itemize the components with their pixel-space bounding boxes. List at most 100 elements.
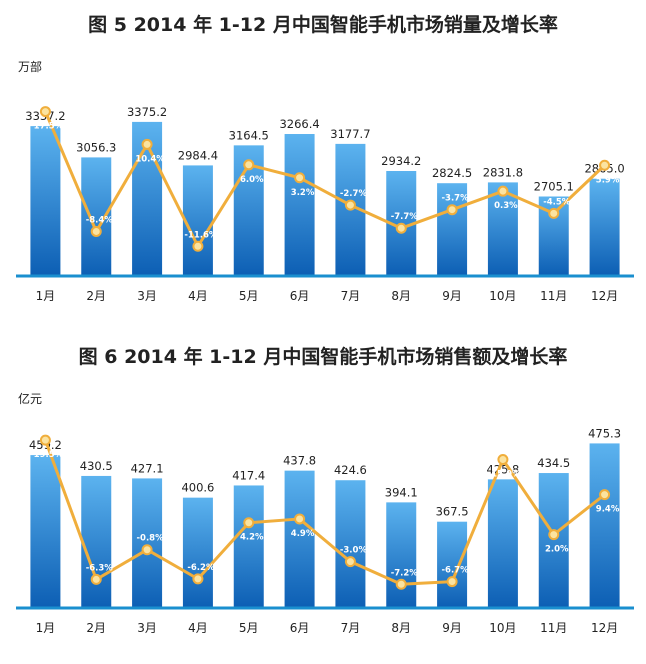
- growth-point: [446, 576, 458, 588]
- x-tick-label: 1月: [36, 289, 56, 303]
- x-tick-label: 9月: [442, 621, 462, 635]
- growth-label: -3.0%: [340, 546, 368, 556]
- x-tick-label: 11月: [540, 289, 567, 303]
- growth-point: [599, 159, 611, 171]
- growth-point: [141, 544, 153, 556]
- growth-point: [344, 199, 356, 211]
- chart-sales-revenue: 图 6 2014 年 1-12 月中国智能手机市场销售额及增长率 亿元 459.…: [0, 332, 646, 664]
- growth-label: 17.5%: [34, 122, 64, 132]
- growth-point: [548, 207, 560, 219]
- bar-5月: [233, 485, 264, 607]
- growth-point: [294, 513, 306, 525]
- growth-point: [141, 138, 153, 150]
- chart-title: 图 5 2014 年 1-12 月中国智能手机市场销量及增长率: [88, 14, 558, 36]
- bar-6月: [284, 134, 315, 275]
- growth-point: [90, 225, 102, 237]
- bar-4月: [182, 497, 213, 607]
- y-unit-label: 亿元: [18, 392, 43, 406]
- growth-point: [243, 517, 255, 529]
- y-unit-label: 万部: [18, 60, 43, 74]
- chart-sales-volume: 图 5 2014 年 1-12 月中国智能手机市场销量及增长率 万部 3337.…: [16, 14, 634, 303]
- growth-label: 6.0%: [240, 175, 264, 185]
- growth-label: -11.6%: [184, 230, 217, 240]
- x-tick-label: 4月: [188, 621, 208, 635]
- growth-label: -6.2%: [187, 563, 215, 573]
- bar-9月: [437, 521, 468, 607]
- bar-value-label: 2824.5: [432, 166, 472, 180]
- x-tick-label: 8月: [391, 621, 411, 635]
- growth-label: -8.4%: [86, 215, 114, 225]
- bar-9月: [437, 183, 468, 275]
- x-tick-label: 5月: [239, 621, 259, 635]
- bar-value-label: 2831.8: [483, 165, 523, 179]
- bar-12月: [589, 178, 620, 275]
- growth-point: [395, 578, 407, 590]
- x-tick-label: 7月: [341, 289, 361, 303]
- growth-label: -6.3%: [86, 563, 114, 573]
- growth-label: 15.9%: [491, 470, 521, 480]
- x-tick-label: 12月: [591, 289, 618, 303]
- bar-value-label: 2984.4: [178, 148, 218, 162]
- growth-point: [446, 204, 458, 216]
- growth-label: 19.5%: [34, 450, 64, 460]
- chart-plot-area: 3337.21月3056.32月3375.23月2984.44月3164.55月…: [16, 105, 634, 303]
- x-tick-label: 6月: [290, 289, 310, 303]
- bar-value-label: 2934.2: [381, 154, 421, 168]
- bar-value-label: 475.3: [588, 426, 621, 440]
- bar-value-label: 400.6: [181, 481, 214, 495]
- x-tick-label: 2月: [86, 289, 106, 303]
- bar-1月: [30, 126, 61, 276]
- bar-3月: [132, 478, 163, 607]
- growth-label: -7.2%: [391, 568, 419, 578]
- growth-label: -4.5%: [543, 197, 571, 207]
- bar-10月: [487, 479, 518, 607]
- bar-value-label: 430.5: [80, 459, 113, 473]
- growth-label: 4.9%: [291, 529, 315, 539]
- x-tick-label: 1月: [36, 621, 56, 635]
- bar-value-label: 3177.7: [330, 127, 370, 141]
- growth-point: [497, 185, 509, 197]
- growth-label: 4.2%: [240, 533, 264, 543]
- x-tick-label: 5月: [239, 289, 259, 303]
- bar-value-label: 2705.1: [534, 179, 574, 193]
- bar-6月: [284, 470, 315, 607]
- x-tick-label: 3月: [137, 621, 157, 635]
- x-tick-label: 8月: [391, 289, 411, 303]
- growth-label: 2.0%: [545, 545, 569, 555]
- growth-point: [294, 172, 306, 184]
- bar-2月: [81, 475, 112, 607]
- bar-10月: [487, 182, 518, 275]
- growth-point: [192, 573, 204, 585]
- x-tick-label: 7月: [341, 621, 361, 635]
- growth-point: [344, 556, 356, 568]
- bar-value-label: 427.1: [131, 461, 164, 475]
- growth-point: [599, 489, 611, 501]
- growth-label: 9.4%: [596, 505, 620, 515]
- bar-value-label: 424.6: [334, 463, 367, 477]
- growth-label: 3.2%: [291, 188, 315, 198]
- growth-point: [90, 573, 102, 585]
- growth-label: -2.7%: [340, 189, 368, 199]
- growth-rate-line: [44, 439, 606, 586]
- growth-label: 0.3%: [494, 201, 518, 211]
- growth-label: -0.8%: [137, 534, 165, 544]
- growth-point: [497, 454, 509, 466]
- growth-rate-line: [44, 110, 606, 248]
- growth-point: [192, 240, 204, 252]
- growth-point: [548, 529, 560, 541]
- bar-value-label: 437.8: [283, 454, 316, 468]
- bar-12月: [589, 443, 620, 607]
- chart-title: 图 6 2014 年 1-12 月中国智能手机市场销售额及增长率: [78, 346, 568, 368]
- growth-label: -3.7%: [442, 194, 470, 204]
- bar-4月: [182, 165, 213, 275]
- bar-7月: [335, 480, 366, 607]
- chart-plot-area: 459.21月430.52月427.13月400.64月417.45月437.8…: [16, 426, 634, 635]
- bar-value-label: 367.5: [436, 505, 469, 519]
- bar-value-label: 3164.5: [229, 128, 269, 142]
- growth-label: 10.4%: [135, 154, 165, 164]
- bar-value-label: 394.1: [385, 485, 418, 499]
- bar-value-label: 3266.4: [279, 117, 319, 131]
- bar-value-label: 3375.2: [127, 105, 167, 119]
- bar-value-label: 3056.3: [76, 140, 116, 154]
- bar-1月: [30, 455, 61, 607]
